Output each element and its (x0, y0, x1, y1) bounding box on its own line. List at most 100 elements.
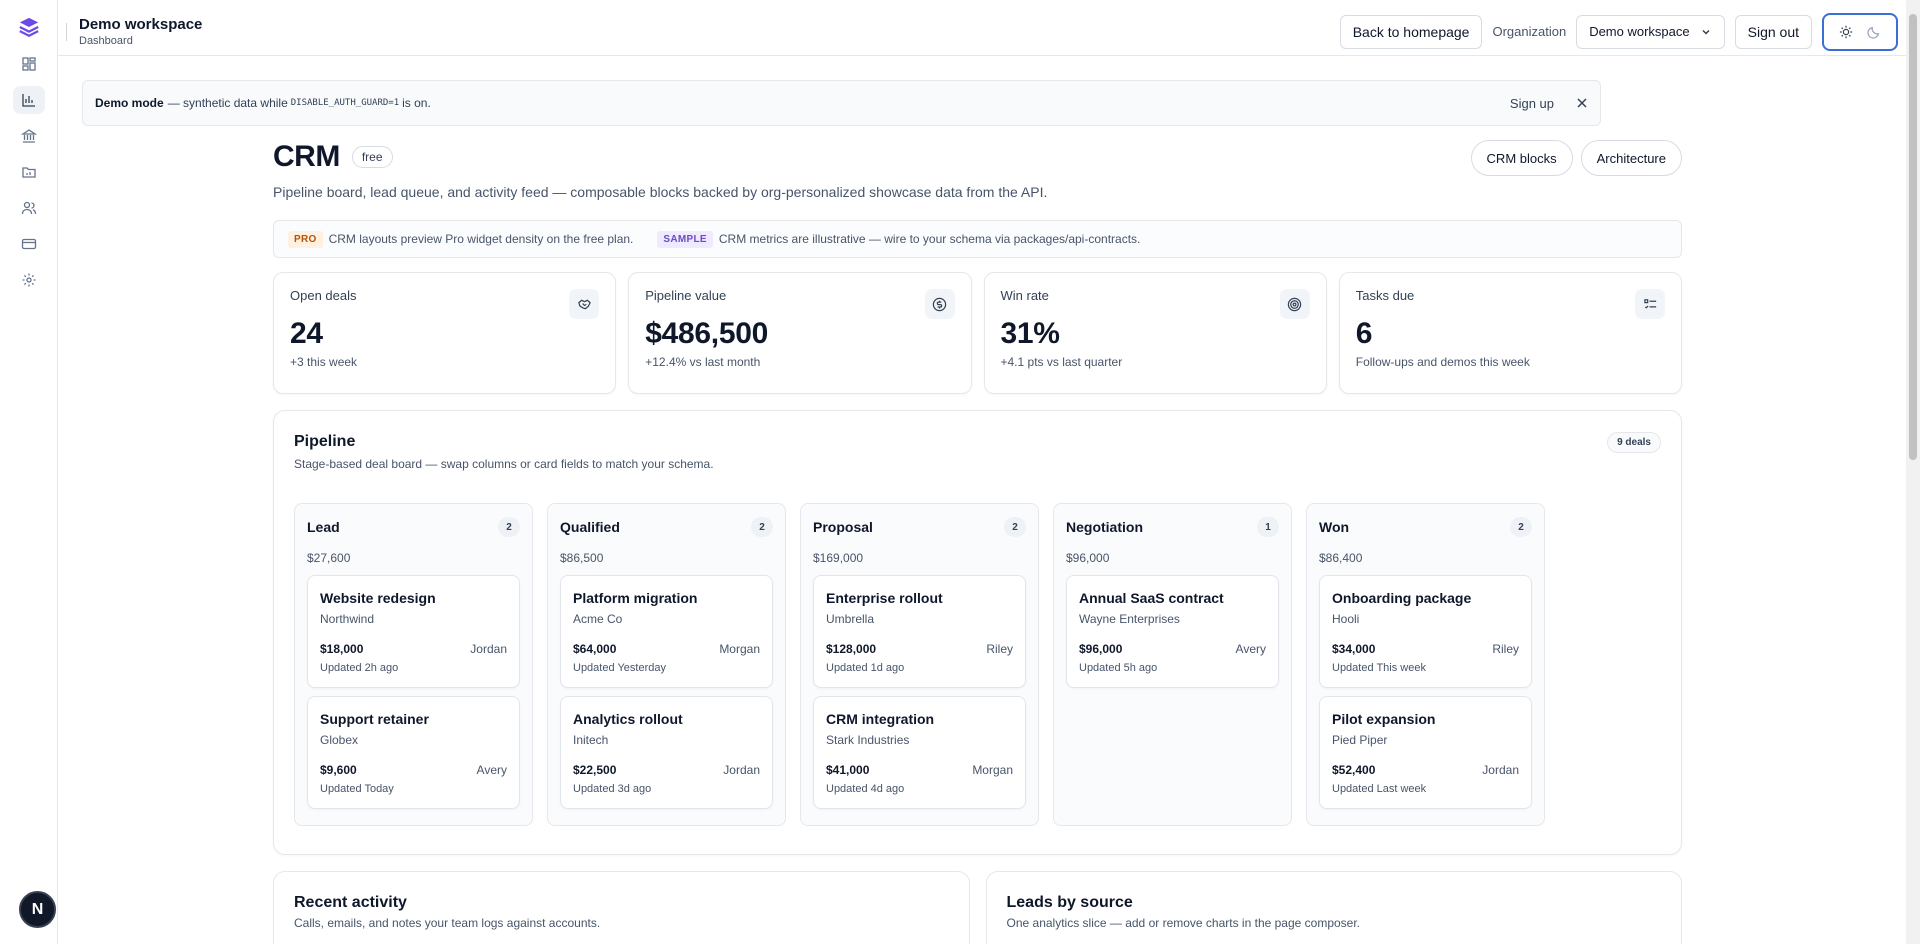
pro-notice-text: CRM layouts preview Pro widget density o… (328, 232, 634, 246)
theme-toggle[interactable] (1822, 12, 1898, 51)
deal-card[interactable]: CRM integration Stark Industries $41,000… (813, 696, 1026, 809)
nav-folder-icon[interactable] (13, 158, 45, 186)
column-name: Negotiation (1066, 519, 1143, 535)
deal-company: Globex (320, 733, 359, 747)
deal-card[interactable]: Pilot expansion Pied Piper $52,400 Jorda… (1319, 696, 1532, 809)
back-to-homepage-button[interactable]: Back to homepage (1339, 14, 1483, 49)
nav-bank-icon[interactable] (13, 122, 45, 150)
nav-users-icon[interactable] (13, 194, 45, 222)
sign-out-button[interactable]: Sign out (1734, 14, 1812, 49)
plan-notice: PRO CRM layouts preview Pro widget densi… (273, 220, 1682, 258)
dollar-circle-icon (924, 289, 955, 319)
column-count: 2 (1004, 517, 1026, 537)
deal-card[interactable]: Analytics rollout Initech $22,500 Jordan… (560, 696, 773, 809)
nav-settings-icon[interactable] (13, 266, 45, 294)
crm-blocks-button[interactable]: CRM blocks (1470, 140, 1573, 176)
column-name: Lead (307, 519, 340, 535)
leads-by-source-subtitle: One analytics slice — add or remove char… (1006, 916, 1361, 930)
kpi-subtext: +4.1 pts vs last quarter (1000, 355, 1123, 369)
nav-analytics-icon[interactable] (12, 86, 45, 114)
column-total: $27,600 (307, 551, 351, 565)
architecture-button[interactable]: Architecture (1580, 140, 1682, 176)
avatar[interactable]: N (19, 891, 56, 928)
kpi-card-open-deals: Open deals 24 +3 this week (273, 272, 617, 394)
pipeline-column-proposal: Proposal 2 $169,000 Enterprise rollout U… (800, 503, 1039, 826)
deal-card[interactable]: Support retainer Globex $9,600 Avery Upd… (307, 696, 520, 809)
workspace-heading: Demo workspace Dashboard (79, 16, 202, 48)
pro-tag: PRO (288, 230, 323, 248)
deal-title: Support retainer (320, 711, 429, 727)
deal-updated: Updated 2h ago (320, 662, 399, 674)
deal-title: Pilot expansion (1332, 711, 1436, 727)
pipeline-board: Pipeline Stage-based deal board — swap c… (273, 410, 1682, 855)
deal-title: Website redesign (320, 590, 436, 606)
page-title: CRM (273, 140, 340, 173)
deal-company: Umbrella (826, 612, 875, 626)
deal-amount: $18,000 (320, 642, 364, 656)
deal-amount: $96,000 (1079, 642, 1123, 656)
demo-mode-banner: Demo mode — synthetic data while DISABLE… (82, 80, 1601, 126)
deal-amount: $9,600 (320, 763, 357, 777)
kpi-subtext: +3 this week (290, 355, 358, 369)
sample-tag: SAMPLE (657, 230, 713, 248)
deal-company: Acme Co (573, 612, 623, 626)
column-count: 2 (1510, 517, 1532, 537)
scrollbar-thumb[interactable] (1909, 14, 1917, 460)
deal-company: Stark Industries (826, 733, 910, 747)
column-total: $169,000 (813, 551, 864, 565)
kpi-label: Pipeline value (645, 288, 727, 303)
deal-owner: Riley (986, 642, 1013, 656)
deal-title: Onboarding package (1332, 590, 1472, 606)
deal-card[interactable]: Website redesign Northwind $18,000 Jorda… (307, 575, 520, 688)
kpi-card-win-rate: Win rate 31% +4.1 pts vs last quarter (983, 272, 1327, 394)
organization-select[interactable]: Demo workspace (1576, 14, 1725, 49)
nav-dashboard-icon[interactable] (13, 50, 45, 78)
workspace-subtitle: Dashboard (79, 34, 133, 47)
deal-card[interactable]: Platform migration Acme Co $64,000 Morga… (560, 575, 773, 688)
close-icon[interactable] (1576, 97, 1588, 109)
kpi-value: 6 (1355, 317, 1373, 350)
deal-title: Annual SaaS contract (1079, 590, 1224, 606)
deal-updated: Updated Last week (1332, 783, 1427, 795)
deal-owner: Jordan (470, 642, 507, 656)
demo-banner-text-a: — synthetic data while (167, 96, 288, 110)
page-scrollbar[interactable] (1906, 0, 1920, 944)
deal-updated: Updated 5h ago (1079, 662, 1158, 674)
column-total: $86,400 (1319, 551, 1363, 565)
top-bar: Demo workspace Dashboard Back to homepag… (58, 8, 1906, 56)
deal-card[interactable]: Enterprise rollout Umbrella $128,000 Ril… (813, 575, 1026, 688)
deal-owner: Avery (1235, 642, 1266, 656)
pipeline-column-lead: Lead 2 $27,600 Website redesign Northwin… (294, 503, 533, 826)
workspace-title: Demo workspace (79, 15, 203, 33)
column-count: 2 (498, 517, 520, 537)
deal-company: Pied Piper (1332, 733, 1388, 747)
logo-icon[interactable] (18, 16, 40, 38)
kpi-label: Open deals (290, 288, 357, 303)
pipeline-column-won: Won 2 $86,400 Onboarding package Hooli $… (1306, 503, 1545, 826)
deal-title: Analytics rollout (573, 711, 683, 727)
deal-title: Platform migration (573, 590, 698, 606)
demo-banner-code: DISABLE_AUTH_GUARD=1 (290, 98, 400, 108)
kpi-subtext: +12.4% vs last month (645, 355, 761, 369)
deal-company: Northwind (320, 612, 375, 626)
deal-card[interactable]: Annual SaaS contract Wayne Enterprises $… (1066, 575, 1279, 688)
deal-updated: Updated This week (1332, 662, 1426, 674)
nav-billing-icon[interactable] (13, 230, 45, 258)
organization-label: Organization (1492, 24, 1567, 39)
pipeline-title: Pipeline (294, 433, 356, 450)
organization-select-value: Demo workspace (1589, 24, 1690, 39)
kpi-card-tasks-due: Tasks due 6 Follow-ups and demos this we… (1338, 272, 1682, 394)
deal-company: Initech (573, 733, 609, 747)
handshake-icon (569, 289, 600, 319)
deal-updated: Updated 4d ago (826, 783, 905, 795)
leads-by-source-title: Leads by source (1006, 894, 1133, 911)
target-icon (1279, 289, 1310, 319)
deal-card[interactable]: Onboarding package Hooli $34,000 Riley U… (1319, 575, 1532, 688)
kpi-row: Open deals 24 +3 this week Pipeline valu… (273, 272, 1682, 394)
deal-amount: $64,000 (573, 642, 617, 656)
column-name: Proposal (813, 519, 873, 535)
sun-icon[interactable] (1839, 25, 1853, 39)
moon-icon[interactable] (1867, 25, 1881, 39)
plan-badge: free (351, 146, 393, 168)
sign-up-link[interactable]: Sign up (1509, 95, 1554, 111)
